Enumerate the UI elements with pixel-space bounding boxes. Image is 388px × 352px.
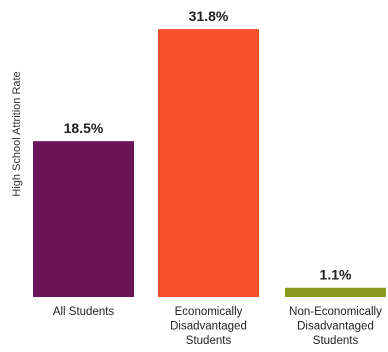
bar-2 (285, 287, 386, 297)
bar-0 (33, 141, 134, 297)
category-label-2-line-1: Disadvantaged (297, 321, 374, 333)
value-label-1: 31.8% (189, 8, 229, 24)
bar-1 (158, 29, 259, 297)
value-labels-group: 18.5% 31.8% 1.1% (64, 8, 352, 283)
category-label-0: All Students (53, 306, 115, 318)
category-label-2: Non-Economically Disadvantaged Students (289, 306, 382, 347)
category-labels-group: All Students Economically Disadvantaged Stu… (53, 306, 382, 347)
bars-group (33, 29, 386, 297)
category-label-2-line-0: Non-Economically (289, 306, 382, 318)
category-label-1-line-2: Students (186, 335, 232, 347)
value-label-2: 1.1% (320, 267, 352, 283)
category-label-2-line-2: Students (313, 335, 359, 347)
category-label-1-line-0: Economically (175, 306, 243, 318)
category-label-1: Economically Disadvantaged Students (170, 306, 247, 347)
category-label-0-line-0: All Students (53, 306, 115, 318)
category-label-1-line-1: Disadvantaged (170, 321, 247, 333)
value-label-0: 18.5% (64, 120, 104, 136)
y-axis-label: High School Attrition Rate (11, 71, 23, 196)
